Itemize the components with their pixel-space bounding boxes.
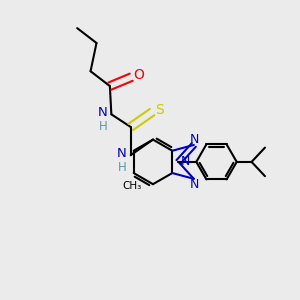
Text: CH₃: CH₃ — [123, 181, 142, 190]
Text: N: N — [98, 106, 108, 119]
Text: H: H — [117, 160, 126, 174]
Text: S: S — [155, 103, 164, 117]
Text: N: N — [117, 147, 127, 160]
Text: N: N — [190, 178, 199, 191]
Text: H: H — [99, 120, 107, 133]
Text: N: N — [190, 133, 199, 146]
Text: N: N — [180, 155, 190, 168]
Text: O: O — [134, 68, 144, 83]
